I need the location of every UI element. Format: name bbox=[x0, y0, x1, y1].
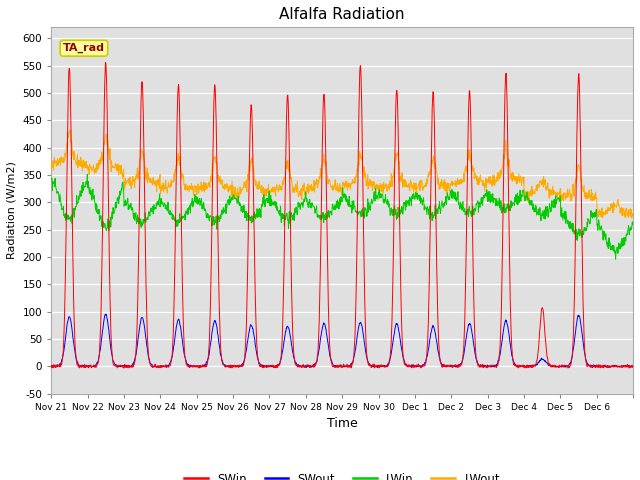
Legend: SWin, SWout, LWin, LWout: SWin, SWout, LWin, LWout bbox=[180, 468, 505, 480]
Title: Alfalfa Radiation: Alfalfa Radiation bbox=[280, 7, 405, 22]
Y-axis label: Radiation (W/m2): Radiation (W/m2) bbox=[7, 161, 17, 259]
X-axis label: Time: Time bbox=[327, 417, 358, 430]
Text: TA_rad: TA_rad bbox=[63, 43, 105, 53]
